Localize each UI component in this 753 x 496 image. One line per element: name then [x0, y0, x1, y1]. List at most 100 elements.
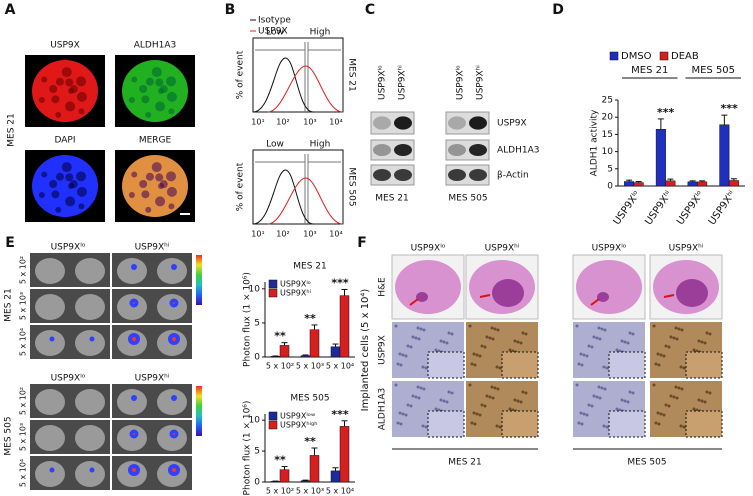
- nucleus: [603, 328, 607, 332]
- tumor: [597, 292, 609, 302]
- nucleus: [508, 407, 512, 411]
- nucleus: [490, 326, 494, 330]
- column-label: USP9Xʰⁱ: [476, 65, 486, 100]
- signal-core: [173, 302, 175, 304]
- inset: [685, 351, 723, 379]
- chart-title: MES 505: [290, 394, 329, 404]
- gate-label: Low: [266, 28, 284, 38]
- nucleus: [592, 335, 596, 339]
- nucleus: [491, 396, 495, 400]
- signal: [49, 467, 55, 473]
- nucleus: [513, 398, 517, 402]
- x-tick-label: 5 x 10³: [296, 362, 324, 371]
- bar: [279, 345, 290, 358]
- texture: [151, 67, 162, 78]
- nucleus: [508, 348, 512, 352]
- nucleus: [667, 345, 671, 349]
- significance: **: [304, 312, 316, 325]
- gate-label: Low: [266, 140, 284, 150]
- nucleus: [519, 400, 523, 404]
- texture: [145, 77, 154, 86]
- nucleus: [659, 412, 663, 416]
- bar: [279, 469, 290, 483]
- x-tick-label: 10²: [276, 230, 289, 239]
- texture: [51, 190, 60, 199]
- cell-cluster: [122, 60, 188, 122]
- x-tick-label: 10¹: [251, 230, 264, 239]
- nucleus: [421, 365, 425, 369]
- nucleus: [603, 387, 607, 391]
- texture: [166, 76, 177, 87]
- nucleus: [495, 365, 499, 369]
- column-label: USP9Xˡᵒ: [51, 374, 86, 384]
- isotype-histogram: [252, 57, 314, 113]
- bar: [309, 455, 320, 483]
- texture: [76, 186, 87, 197]
- nucleus: [597, 326, 601, 330]
- texture: [41, 76, 48, 83]
- brain-section: [576, 260, 642, 314]
- texture: [78, 108, 85, 115]
- nucleus: [488, 395, 492, 399]
- nucleus: [680, 328, 684, 332]
- brain-section: [395, 260, 461, 314]
- bar: [655, 128, 666, 187]
- nucleus: [587, 344, 591, 348]
- cell-cluster: [32, 155, 98, 217]
- y-tick-label: 0: [607, 182, 613, 192]
- x-tick-label: 5 x 10⁴: [326, 487, 354, 496]
- nucleus: [475, 353, 479, 357]
- nucleus: [450, 332, 454, 336]
- nucleus: [521, 331, 525, 335]
- significance: ***: [720, 102, 738, 115]
- nucleus: [406, 403, 410, 407]
- nucleus: [577, 362, 581, 366]
- texture: [155, 78, 164, 87]
- significance: ***: [331, 408, 349, 421]
- nucleus: [472, 411, 476, 415]
- texture: [166, 91, 177, 102]
- column-label: USP9Xʰⁱ: [135, 374, 170, 384]
- nucleus: [442, 399, 446, 403]
- nucleus: [409, 345, 413, 349]
- texture: [51, 95, 60, 104]
- nucleus: [615, 407, 619, 411]
- nucleus: [445, 341, 449, 345]
- row-label: 5 x 10²: [19, 387, 28, 415]
- axis-label: % of event: [236, 162, 246, 211]
- row-label: 5 x 10²: [19, 256, 28, 284]
- nucleus: [414, 336, 418, 340]
- nucleus: [654, 362, 658, 366]
- panel-label: C: [365, 2, 375, 18]
- nucleus: [582, 412, 586, 416]
- nucleus: [600, 327, 604, 331]
- nucleus: [417, 337, 421, 341]
- nucleus: [575, 324, 579, 328]
- texture: [155, 101, 166, 112]
- signal-core: [132, 468, 136, 472]
- texture: [141, 190, 150, 199]
- nucleus: [652, 324, 656, 328]
- nucleus: [439, 398, 443, 402]
- nucleus: [682, 366, 686, 370]
- column-label: USP9Xʰⁱ: [485, 244, 520, 254]
- y-tick-label: 0: [254, 478, 260, 488]
- colorbar-slot: [194, 456, 202, 490]
- nucleus: [491, 337, 495, 341]
- side-label: MES 21: [347, 58, 357, 91]
- signal-core: [172, 337, 176, 341]
- row-label: ALDH1A3: [378, 388, 388, 430]
- band: [373, 169, 391, 181]
- group-label: MES 505: [691, 65, 735, 76]
- nucleus: [680, 387, 684, 391]
- texture: [145, 111, 152, 118]
- column-label: USP9Xˡᵒ: [592, 244, 627, 254]
- significance: **: [274, 454, 286, 467]
- texture: [49, 180, 58, 189]
- y-tick-label: 5: [254, 318, 260, 328]
- legend-swatch: [268, 411, 278, 421]
- nucleus: [416, 326, 420, 330]
- band: [469, 169, 487, 181]
- nucleus: [447, 331, 451, 335]
- signal-core: [133, 433, 135, 435]
